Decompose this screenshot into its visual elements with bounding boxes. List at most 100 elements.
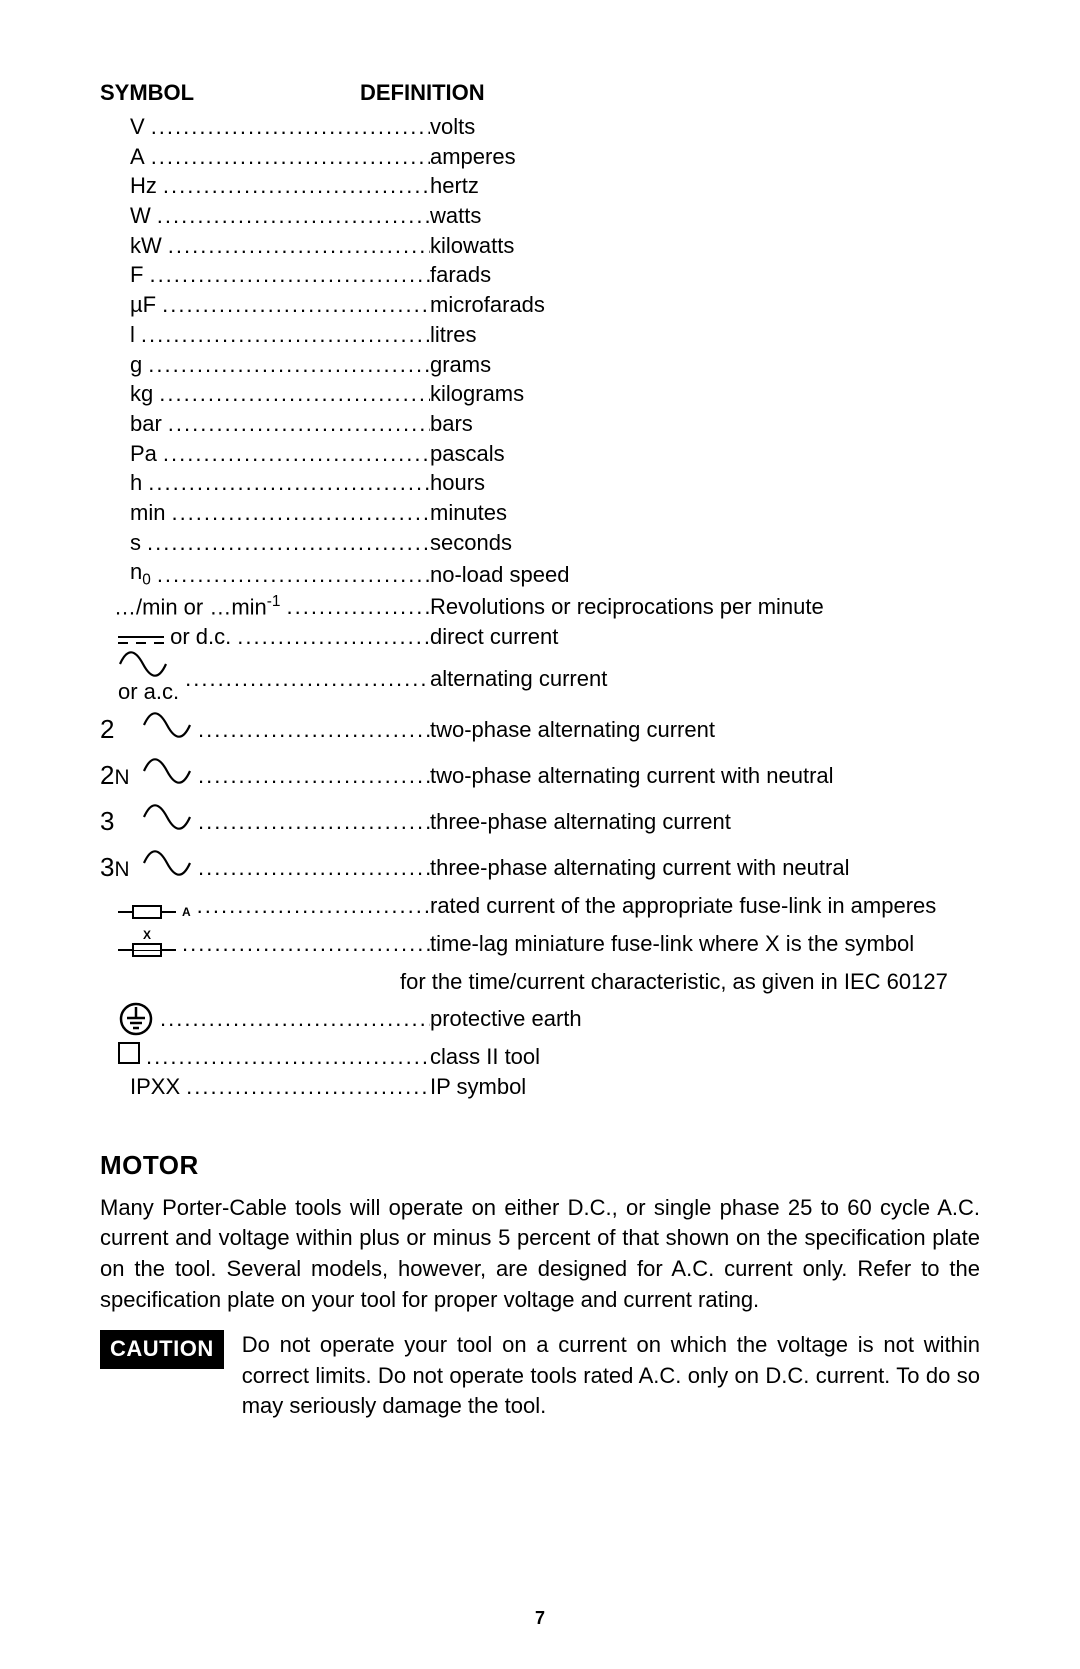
leader-dots: ........................................… xyxy=(192,853,430,883)
table-row: Hz......................................… xyxy=(100,171,980,201)
sine-wave-icon xyxy=(142,758,192,784)
motor-paragraph: Many Porter-Cable tools will operate on … xyxy=(100,1193,980,1316)
leader-dots: ........................................… xyxy=(145,142,430,172)
symbol-cell: or a.c. xyxy=(100,651,179,707)
fuse-link-icon: A xyxy=(118,904,191,920)
table-row: ........................................… xyxy=(100,1042,980,1072)
symbol-cell: g xyxy=(100,350,142,380)
symbol-cell: kW xyxy=(100,231,162,261)
leader-dots: ........................................… xyxy=(280,592,430,622)
leader-dots: ........................................… xyxy=(154,1004,430,1034)
symbol-cell: W xyxy=(100,201,151,231)
leader-dots: ........................................… xyxy=(231,622,430,652)
symbol-cell: µF xyxy=(100,290,156,320)
definition-cell: kilowatts xyxy=(430,231,980,261)
table-row: l.......................................… xyxy=(100,320,980,350)
symbol-table-header: SYMBOL DEFINITION xyxy=(100,80,980,106)
symbol-cell: Pa xyxy=(100,439,157,469)
symbol-cell: s xyxy=(100,528,141,558)
definition-cell: amperes xyxy=(430,142,980,172)
definition-cell: two-phase alternating current with neutr… xyxy=(430,761,980,791)
leader-dots: ........................................… xyxy=(142,468,430,498)
table-row: IPXX....................................… xyxy=(100,1072,980,1102)
table-row: 3 ......................................… xyxy=(100,799,980,845)
definition-cell: hertz xyxy=(430,171,980,201)
symbol-cell: h xyxy=(100,468,142,498)
header-definition: DEFINITION xyxy=(360,80,980,106)
table-row: bar.....................................… xyxy=(100,409,980,439)
definition-cell: no-load speed xyxy=(430,560,980,590)
table-row: g.......................................… xyxy=(100,350,980,380)
table-row: n0......................................… xyxy=(100,557,980,591)
symbol-cell: 2N xyxy=(100,758,192,793)
definition-cell: litres xyxy=(430,320,980,350)
page-number: 7 xyxy=(0,1608,1080,1629)
time-lag-fuse-icon: X xyxy=(118,929,176,957)
symbol-table-body: V.......................................… xyxy=(100,112,980,1102)
leader-dots: ........................................… xyxy=(157,171,430,201)
symbol-cell: 3 xyxy=(100,804,192,839)
table-row: min.....................................… xyxy=(100,498,980,528)
table-row: Pa......................................… xyxy=(100,439,980,469)
definition-cell: class II tool xyxy=(430,1042,980,1072)
symbol-cell: or d.c. xyxy=(100,622,231,652)
leader-dots: ........................................… xyxy=(156,290,430,320)
dc-icon xyxy=(118,636,164,644)
definition-cell: volts xyxy=(430,112,980,142)
symbol-cell: kg xyxy=(100,379,153,409)
protective-earth-icon xyxy=(118,1001,154,1037)
definition-cell: bars xyxy=(430,409,980,439)
definition-cell: time-lag miniature fuse-link where X is … xyxy=(430,929,980,959)
caution-badge: CAUTION xyxy=(100,1330,224,1369)
header-symbol: SYMBOL xyxy=(100,80,360,106)
definition-cell: kilograms xyxy=(430,379,980,409)
table-row: or d.c..................................… xyxy=(100,622,980,652)
leader-dots: ........................................… xyxy=(165,498,430,528)
definition-cell: minutes xyxy=(430,498,980,528)
leader-dots: ........................................… xyxy=(140,1042,430,1072)
leader-dots: ........................................… xyxy=(192,807,430,837)
definition-cell: two-phase alternating current xyxy=(430,715,980,745)
sine-wave-icon xyxy=(142,712,192,738)
caution-row: CAUTION Do not operate your tool on a cu… xyxy=(100,1330,980,1422)
definition-cell: Revolutions or reciprocations per minute xyxy=(430,592,980,622)
table-row: 3N .....................................… xyxy=(100,845,980,891)
leader-dots: ........................................… xyxy=(191,891,430,921)
leader-dots: ........................................… xyxy=(176,929,430,959)
motor-section-title: MOTOR xyxy=(100,1150,980,1181)
leader-dots: ........................................… xyxy=(142,350,430,380)
definition-cell: pascals xyxy=(430,439,980,469)
symbol-cell xyxy=(100,1042,140,1072)
definition-cell: direct current xyxy=(430,622,980,652)
leader-dots: ........................................… xyxy=(162,231,430,261)
symbol-cell: …/min or …min-1 xyxy=(100,592,280,622)
symbol-cell: A xyxy=(100,891,191,921)
table-row: X ......................................… xyxy=(100,921,980,967)
symbol-cell: 2 xyxy=(100,712,192,747)
definition-cell: seconds xyxy=(430,528,980,558)
symbol-cell: A xyxy=(100,142,145,172)
symbol-cell: l xyxy=(100,320,135,350)
leader-dots: ........................................… xyxy=(135,320,430,350)
definition-cell: grams xyxy=(430,350,980,380)
table-row: 2 ......................................… xyxy=(100,707,980,753)
caution-text: Do not operate your tool on a current on… xyxy=(242,1330,980,1422)
symbol-cell xyxy=(100,1001,154,1037)
symbol-cell: n0 xyxy=(100,557,151,591)
table-row: s.......................................… xyxy=(100,528,980,558)
leader-dots: ........................................… xyxy=(192,715,430,745)
sine-wave-icon xyxy=(142,804,192,830)
leader-dots: ........................................… xyxy=(141,528,430,558)
table-row: ........................................… xyxy=(100,996,980,1042)
table-row: kg......................................… xyxy=(100,379,980,409)
leader-dots: ........................................… xyxy=(157,439,430,469)
symbol-cell: IPXX xyxy=(100,1072,180,1102)
sine-wave-icon xyxy=(142,850,192,876)
table-row: kW......................................… xyxy=(100,231,980,261)
table-row: A.......................................… xyxy=(100,142,980,172)
table-row: µF......................................… xyxy=(100,290,980,320)
symbol-cell: V xyxy=(100,112,145,142)
definition-cell: protective earth xyxy=(430,1004,980,1034)
symbol-cell: X xyxy=(100,929,176,959)
leader-dots: ........................................… xyxy=(180,1072,430,1102)
